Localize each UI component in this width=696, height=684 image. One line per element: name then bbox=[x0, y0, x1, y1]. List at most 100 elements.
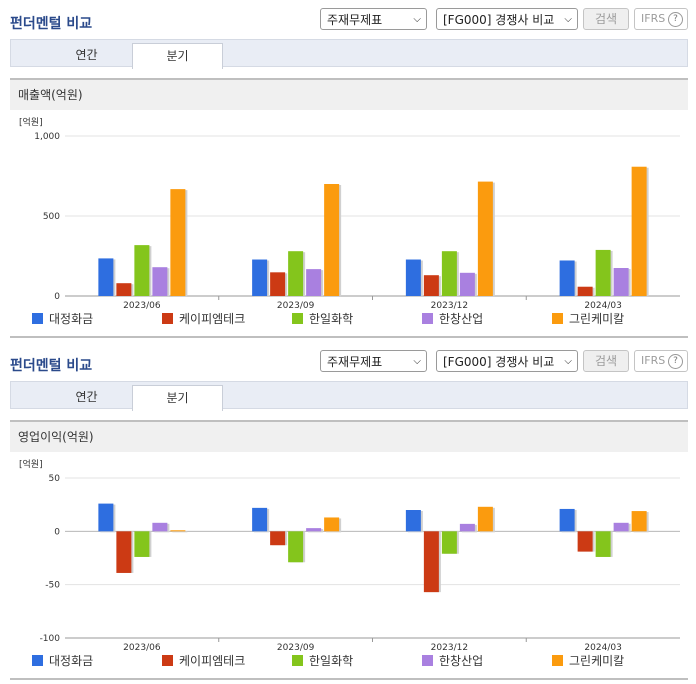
bar-shadow bbox=[172, 531, 188, 533]
bar bbox=[288, 531, 304, 563]
peer-group-select-value: [FG000] 경쟁사 비교 bbox=[443, 13, 555, 27]
bar bbox=[405, 510, 421, 532]
legend-swatch bbox=[422, 655, 433, 666]
bar bbox=[441, 251, 457, 296]
legend-swatch bbox=[552, 655, 563, 666]
bar bbox=[631, 166, 647, 296]
legend-swatch bbox=[162, 655, 173, 666]
divider bbox=[10, 678, 688, 680]
sales-bar-chart: [억원] 0 500 1,000 2023/06 2023/09 2023/12 2024/0… bbox=[19, 116, 680, 326]
help-icon[interactable]: ? bbox=[668, 354, 683, 369]
bar bbox=[559, 508, 575, 532]
chevron-down-icon: ⌵ bbox=[413, 14, 421, 25]
tab-quarterly[interactable]: 분기 bbox=[132, 385, 223, 411]
statement-select[interactable]: 주재무제표 ⌵ bbox=[320, 350, 427, 372]
search-button[interactable]: 검색 bbox=[583, 350, 629, 372]
bar bbox=[613, 268, 629, 296]
bar bbox=[116, 531, 132, 573]
y-tick-label: -50 bbox=[45, 581, 60, 591]
x-tick-label: 2024/03 bbox=[584, 301, 621, 311]
bar bbox=[116, 283, 132, 296]
bar bbox=[324, 517, 340, 532]
tab-annual[interactable]: 연간 bbox=[75, 390, 98, 404]
bar bbox=[631, 511, 647, 532]
tab-annual[interactable]: 연간 bbox=[75, 48, 98, 62]
bar bbox=[170, 530, 186, 532]
legend-label: 그린케미칼 bbox=[569, 312, 624, 326]
bar bbox=[252, 259, 268, 296]
legend-label: 대정화금 bbox=[49, 312, 93, 326]
bar bbox=[288, 251, 304, 296]
bar bbox=[423, 275, 439, 296]
ifrs-label: IFRS bbox=[641, 12, 666, 25]
bar bbox=[577, 531, 593, 552]
x-tick-label: 2023/12 bbox=[431, 301, 468, 311]
legend-label: 한창산업 bbox=[439, 312, 483, 326]
bar bbox=[595, 249, 611, 296]
legend-swatch bbox=[552, 313, 563, 324]
statement-select-value: 주재무제표 bbox=[327, 13, 383, 27]
bar bbox=[98, 258, 114, 296]
legend-swatch bbox=[292, 313, 303, 324]
y-tick-label: 0 bbox=[54, 292, 60, 302]
chevron-down-icon: ⌵ bbox=[564, 356, 572, 367]
bar bbox=[306, 528, 322, 532]
fundamental-panel-operating-profit: 펀더멘털 비교 주재무제표 ⌵ [FG000] 경쟁사 비교 ⌵ 검색 IFRS… bbox=[0, 342, 696, 682]
legend-label: 케이피엠테크 bbox=[179, 312, 245, 326]
help-icon[interactable]: ? bbox=[668, 12, 683, 27]
bar bbox=[170, 189, 186, 296]
x-tick-label: 2023/09 bbox=[277, 643, 315, 653]
bar bbox=[152, 522, 168, 532]
peer-group-select[interactable]: [FG000] 경쟁사 비교 ⌵ bbox=[436, 8, 578, 30]
y-tick-label: 500 bbox=[43, 212, 60, 222]
bar bbox=[152, 267, 168, 296]
peer-group-select-value: [FG000] 경쟁사 비교 bbox=[443, 355, 555, 369]
chevron-down-icon: ⌵ bbox=[564, 14, 572, 25]
bar bbox=[134, 531, 150, 557]
y-tick-label: 1,000 bbox=[34, 132, 60, 142]
y-tick-label: 50 bbox=[49, 474, 61, 484]
legend-label: 대정화금 bbox=[49, 654, 93, 668]
panel-title: 펀더멘털 비교 bbox=[10, 16, 93, 32]
y-tick-label: 0 bbox=[54, 527, 60, 537]
bar bbox=[270, 272, 286, 296]
y-tick-label: -100 bbox=[40, 634, 61, 644]
bar bbox=[270, 531, 286, 546]
section-title: 매출액(억원) bbox=[10, 78, 688, 110]
y-unit-label: [억원] bbox=[19, 116, 43, 128]
bar bbox=[423, 531, 439, 593]
period-tabs: 연간 분기 bbox=[10, 39, 688, 69]
search-button[interactable]: 검색 bbox=[583, 8, 629, 30]
bar bbox=[324, 184, 340, 296]
operating-profit-bar-chart: [억원] -100 -50 0 50 2023/06 2023/09 2023/12 2024/… bbox=[19, 458, 680, 668]
ifrs-button[interactable]: IFRS ? bbox=[634, 350, 688, 372]
peer-group-select[interactable]: [FG000] 경쟁사 비교 ⌵ bbox=[436, 350, 578, 372]
x-tick-label: 2023/06 bbox=[123, 301, 161, 311]
statement-select-value: 주재무제표 bbox=[327, 355, 383, 369]
statement-select[interactable]: 주재무제표 ⌵ bbox=[320, 8, 427, 30]
ifrs-button[interactable]: IFRS ? bbox=[634, 8, 688, 30]
x-tick-label: 2023/06 bbox=[123, 643, 161, 653]
tab-quarterly[interactable]: 분기 bbox=[132, 43, 223, 69]
x-tick-label: 2023/12 bbox=[431, 643, 468, 653]
bar bbox=[577, 286, 593, 296]
divider bbox=[10, 336, 688, 338]
bar bbox=[459, 523, 475, 532]
legend-swatch bbox=[32, 313, 43, 324]
ifrs-label: IFRS bbox=[641, 354, 666, 367]
bar bbox=[459, 272, 475, 296]
legend-label: 한창산업 bbox=[439, 654, 483, 668]
bar bbox=[559, 260, 575, 296]
x-tick-label: 2024/03 bbox=[584, 643, 621, 653]
legend-swatch bbox=[32, 655, 43, 666]
fundamental-panel-sales: 펀더멘털 비교 주재무제표 ⌵ [FG000] 경쟁사 비교 ⌵ 검색 IFRS… bbox=[0, 0, 696, 340]
legend-swatch bbox=[292, 655, 303, 666]
period-tabs: 연간 분기 bbox=[10, 381, 688, 411]
bar bbox=[306, 269, 322, 296]
panel-title: 펀더멘털 비교 bbox=[10, 358, 93, 374]
legend-label: 한일화학 bbox=[309, 654, 353, 668]
legend-label: 한일화학 bbox=[309, 312, 353, 326]
legend-swatch bbox=[162, 313, 173, 324]
bar bbox=[405, 259, 421, 296]
bar bbox=[477, 181, 493, 296]
